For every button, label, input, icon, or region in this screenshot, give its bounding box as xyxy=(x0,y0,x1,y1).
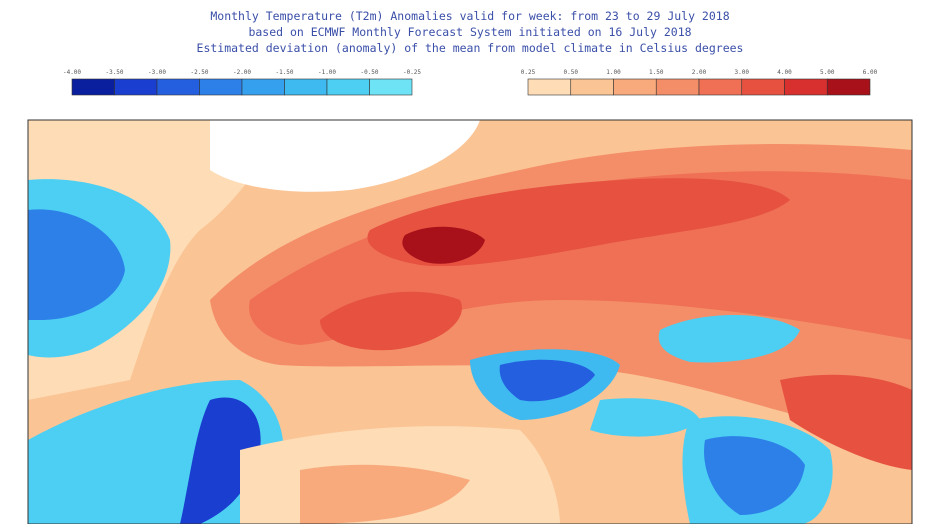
legend-label: -0.25 xyxy=(403,69,421,76)
legend-swatch xyxy=(613,78,657,96)
anomaly-area xyxy=(210,120,480,192)
legend-label: -1.50 xyxy=(275,69,293,76)
cold-area xyxy=(704,436,805,515)
title-line: Estimated deviation (anomaly) of the mea… xyxy=(197,41,744,55)
cold-area xyxy=(590,398,700,437)
legend-label: -0.50 xyxy=(360,69,378,76)
anomaly-area xyxy=(300,464,470,524)
legend-swatch xyxy=(655,78,700,96)
legend-swatch xyxy=(199,78,243,96)
legend-swatch xyxy=(698,78,743,96)
title-line: Monthly Temperature (T2m) Anomalies vali… xyxy=(210,9,729,23)
legend-swatch xyxy=(826,78,871,96)
legend-swatch xyxy=(784,78,828,96)
legend-label: 2.00 xyxy=(692,69,707,76)
legend-swatch xyxy=(369,78,413,96)
cold-area xyxy=(28,209,125,320)
map-frame xyxy=(27,119,913,524)
legend-swatch xyxy=(527,78,572,96)
legend-label: 3.00 xyxy=(735,69,750,76)
legend-label: -1.00 xyxy=(318,69,336,76)
anomaly-area xyxy=(780,374,912,470)
legend-label: -4.00 xyxy=(63,69,81,76)
cold-area xyxy=(658,315,800,363)
legend-label: 1.50 xyxy=(649,69,664,76)
map xyxy=(27,119,913,524)
legend-label: 1.00 xyxy=(606,69,621,76)
legend: -4.00 -3.50 -3.00 -2.50 -2.00 -1.50 -1.00 -0.50… xyxy=(63,69,878,96)
legend-label: 6.00 xyxy=(863,69,878,76)
anomaly-area xyxy=(402,226,485,264)
legend-label: 0.25 xyxy=(521,69,536,76)
legend-label: 5.00 xyxy=(820,69,835,76)
title-line: based on ECMWF Monthly Forecast System i… xyxy=(248,25,691,39)
legend-label: 4.00 xyxy=(777,69,792,76)
cold-area xyxy=(499,359,595,402)
legend-swatch xyxy=(156,78,200,96)
legend-label: -2.00 xyxy=(233,69,251,76)
legend-label: -3.00 xyxy=(148,69,166,76)
legend-label: -2.50 xyxy=(190,69,208,76)
legend-swatch xyxy=(71,78,115,96)
legend-label: 0.50 xyxy=(564,69,579,76)
legend-swatch xyxy=(241,78,285,96)
legend-swatch xyxy=(741,78,785,96)
legend-swatch xyxy=(284,78,328,96)
legend-swatch xyxy=(570,78,614,96)
legend-swatch xyxy=(114,78,158,96)
anomaly-area xyxy=(320,291,462,351)
legend-swatch xyxy=(326,78,370,96)
legend-label: -3.50 xyxy=(105,69,123,76)
